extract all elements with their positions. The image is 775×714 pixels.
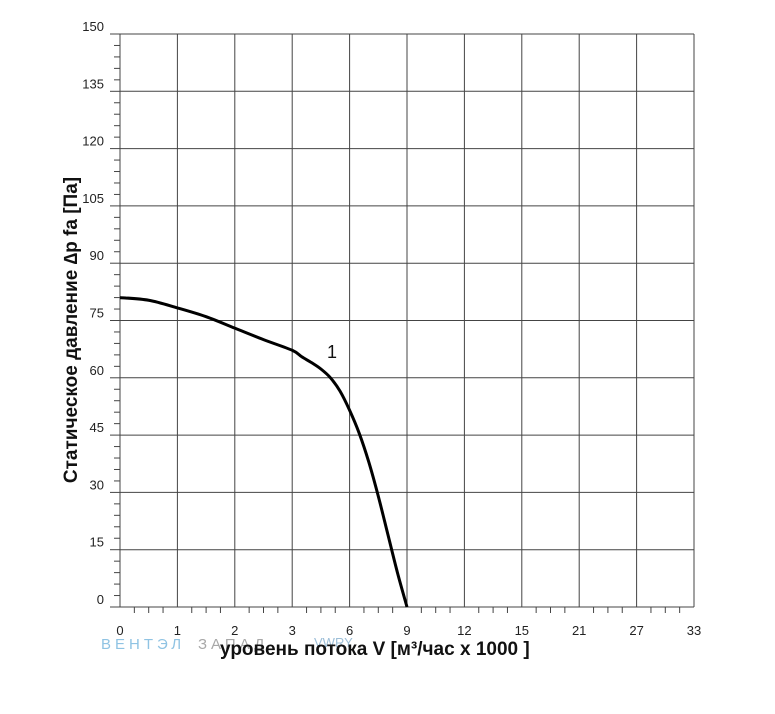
y-tick-label: 60 [90, 363, 104, 378]
grid [119, 33, 695, 608]
y-tick-label: 150 [82, 19, 104, 34]
x-tick-label: 3 [289, 623, 296, 638]
x-tick-label: 1 [174, 623, 181, 638]
y-tick-label: 120 [82, 134, 104, 149]
x-tick-labels: 0 1 2 3 6 9 12 15 21 27 33 [116, 623, 701, 638]
y-tick-label: 45 [90, 420, 104, 435]
x-tick-label: 33 [687, 623, 701, 638]
y-tick-label: 30 [90, 477, 104, 492]
y-tick-labels: 0 15 30 45 60 75 90 105 120 135 150 [82, 19, 104, 607]
x-tick-label: 21 [572, 623, 586, 638]
y-tick-label: 90 [90, 248, 104, 263]
y-tick-label: 15 [90, 535, 104, 550]
x-tick-label: 9 [403, 623, 410, 638]
y-axis-title: Статическое давление ∆p fa [Па] [61, 177, 82, 483]
minor-ticks [110, 33, 681, 613]
series-label-1: 1 [327, 342, 337, 362]
series-line-1 [119, 296, 409, 608]
x-tick-label: 12 [457, 623, 471, 638]
x-tick-label: 15 [515, 623, 529, 638]
x-tick-label: 6 [346, 623, 353, 638]
x-tick-label: 0 [116, 623, 123, 638]
y-tick-label: 0 [97, 592, 104, 607]
watermark-part-2: ЗАПАД [198, 636, 268, 653]
y-tick-label: 135 [82, 76, 104, 91]
watermark-part-3: VWRY [314, 635, 353, 650]
y-tick-label: 105 [82, 191, 104, 206]
x-tick-label: 27 [629, 623, 643, 638]
y-tick-label: 75 [90, 306, 104, 321]
x-axis-title: уровень потока V [м³/час x 1000 ] [220, 639, 530, 660]
watermark-part-1: ВЕНТЭЛ [101, 636, 185, 653]
x-tick-label: 2 [231, 623, 238, 638]
